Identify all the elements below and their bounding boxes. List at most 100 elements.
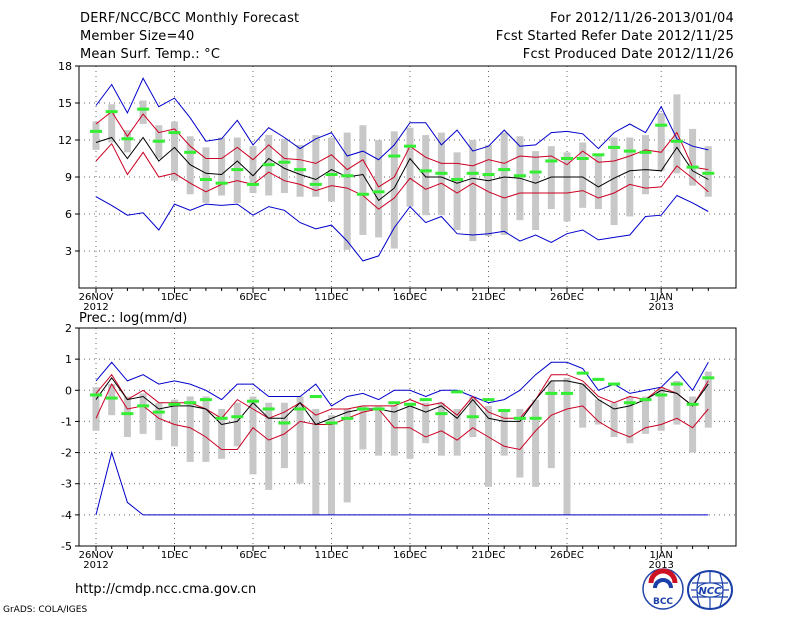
temp-spread-box — [218, 137, 226, 196]
prec-median-marker — [90, 393, 102, 397]
temp-spread-box — [390, 131, 398, 249]
temp-median-marker — [498, 168, 511, 172]
prec-x-tick-label: 6DEC — [239, 550, 266, 561]
prec-median-marker — [655, 393, 668, 397]
prec-spread-box — [422, 402, 430, 444]
temp-median-marker — [513, 174, 526, 178]
prec-spread-box — [171, 399, 178, 447]
prec-y-tick-label: -5 — [61, 540, 72, 553]
prec-x-tick-label: 16DEC — [393, 550, 427, 561]
prec-median-marker — [168, 402, 181, 406]
prec-spread-box — [343, 408, 351, 503]
prec-spread-box — [359, 405, 367, 450]
temp-median-marker — [215, 181, 228, 185]
prec-chart: -5 -4 -3 -2 -1 0 1 2 26NOV 1DEC 6DEC 11DEC 16DEC 21DE… — [61, 311, 737, 571]
temp-spread-box — [422, 135, 430, 216]
prec-mean-line — [95, 376, 709, 426]
prec-x-tick-label: 1DEC — [161, 550, 188, 561]
prec-x-tick-label: 1JAN — [649, 550, 672, 561]
prec-median-marker — [561, 391, 573, 395]
temp-spread-box — [139, 100, 147, 124]
prec-spread-box — [563, 377, 571, 515]
temp-y-tick-label: 3 — [65, 245, 72, 258]
prec-median-marker — [513, 416, 526, 420]
prec-spread-box — [375, 405, 383, 456]
temp-median-marker — [576, 157, 589, 160]
prec-spread-box — [155, 402, 163, 441]
grads-credit: GrADS: COLA/IGES — [3, 605, 88, 615]
temp-y-tick-label: 15 — [58, 97, 72, 110]
temp-median-marker — [341, 174, 354, 178]
temp-median-marker — [451, 177, 464, 181]
prec-spread-box — [547, 380, 555, 469]
prec-y-tick-label: -2 — [61, 447, 72, 460]
temp-spread-box — [280, 138, 288, 194]
temp-median-marker — [608, 145, 621, 149]
prec-spread-box — [265, 402, 273, 490]
prec-median-marker — [388, 401, 401, 405]
prec-median-marker — [372, 407, 385, 411]
temp-spread-box — [579, 142, 587, 208]
prec-spread-box — [233, 402, 241, 447]
prec-y-tick-label: -4 — [61, 509, 72, 522]
prec-y-tick-label: 2 — [65, 322, 72, 335]
prec-spread-box — [123, 396, 131, 437]
prec-median-marker — [686, 402, 699, 406]
temp-x-year-label: 2013 — [648, 302, 673, 313]
ncc-logo: NCC — [687, 570, 733, 610]
temp-median-marker — [404, 144, 416, 148]
prec-upper-line — [95, 373, 709, 419]
prec-lower-line — [95, 383, 709, 451]
member-size: Member Size=40 — [80, 29, 195, 44]
prec-median-marker — [121, 412, 134, 416]
temp-spread-box — [343, 132, 351, 250]
bcc-logo: BCC — [642, 568, 684, 610]
temp-median-marker — [466, 171, 479, 175]
temp-spread-box — [171, 121, 178, 181]
prec-median-marker — [498, 409, 511, 413]
temp-spread-box — [485, 144, 492, 237]
prec-x-year-label: 2012 — [83, 560, 108, 571]
temp-spread-box — [532, 151, 540, 231]
temp-median-marker — [168, 131, 181, 135]
temp-y-tick-label: 12 — [58, 134, 72, 147]
prec-median-marker — [608, 382, 621, 386]
temp-chart: 3 6 9 12 15 18 26NOV 1DEC 6DEC 11DEC 16DEC 21DEC 26D… — [58, 60, 737, 313]
temp-min-line — [95, 194, 709, 262]
temp-spread-box — [92, 121, 100, 150]
prec-spread-box — [312, 408, 320, 515]
temp-x-tick-label: 26DEC — [550, 292, 584, 303]
chart-title: DERF/NCC/BCC Monthly Forecast — [80, 11, 300, 26]
prec-spread-box — [328, 415, 335, 515]
prec-x-tick-label: 21DEC — [472, 550, 506, 561]
prec-max-line — [95, 361, 709, 407]
prec-median-marker — [215, 416, 228, 420]
temp-spread-box — [453, 152, 461, 231]
temp-median-marker — [639, 150, 652, 154]
prec-median-marker — [278, 421, 291, 425]
prec-median-marker — [639, 398, 652, 402]
temp-spread-box — [642, 135, 649, 195]
temp-x-tick-label: 1JAN — [649, 292, 672, 303]
prec-spread-box — [390, 405, 398, 456]
temp-upper-line — [95, 110, 709, 188]
temp-median-marker — [247, 182, 259, 186]
source-url[interactable]: http://cmdp.ncc.cma.gov.cn — [75, 582, 257, 597]
prec-y-tick-label: 1 — [65, 353, 72, 366]
prec-min-line — [95, 450, 709, 516]
temp-median-marker — [623, 149, 636, 153]
variable-label: Mean Surf. Temp.: °C — [80, 47, 221, 62]
temp-median-marker — [686, 165, 699, 169]
temp-spread-box — [626, 137, 634, 217]
prec-median-marker — [482, 398, 495, 402]
prec-median-marker — [592, 377, 605, 381]
temp-spread-box — [359, 125, 367, 235]
temp-y-tick-label: 6 — [65, 208, 72, 221]
temp-spread-box — [469, 140, 477, 242]
temp-mean-line — [95, 136, 709, 202]
prec-y-tick-label: -3 — [61, 478, 72, 491]
temp-spread-box — [108, 104, 116, 143]
prec-spread-box — [296, 396, 304, 484]
temp-median-marker — [592, 153, 605, 157]
